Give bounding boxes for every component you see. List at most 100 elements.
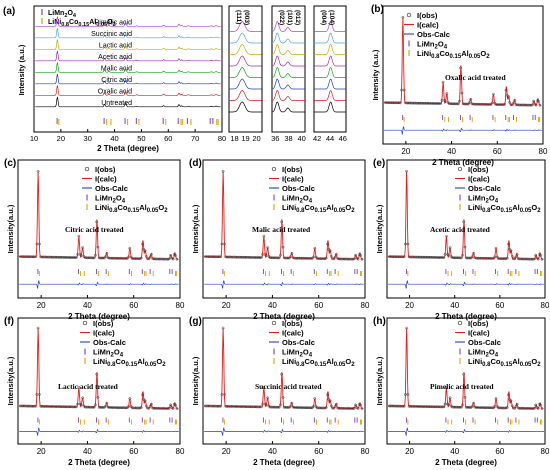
- obs-point: [81, 246, 85, 249]
- obs-point: [313, 246, 317, 250]
- obs-point: [387, 101, 391, 105]
- obs-point: [392, 101, 396, 105]
- obs-point: [34, 404, 37, 408]
- x-tick-label: 60: [314, 301, 323, 310]
- panel-e: (e) 20 40 60 80 2 Theta (degree) Intensity(a.u…: [373, 158, 550, 321]
- xrd-pattern: [35, 62, 221, 73]
- obs-point: [483, 102, 486, 106]
- obs-point: [507, 95, 510, 98]
- obs-point: [487, 406, 490, 410]
- obs-point: [341, 406, 345, 410]
- obs-point: [290, 251, 294, 255]
- formula-part: 2: [537, 362, 541, 368]
- obs-point: [53, 255, 57, 259]
- obs-point: [205, 404, 208, 408]
- obs-point: [171, 407, 175, 410]
- obs-point: [207, 404, 211, 408]
- formula-part: 0.8: [296, 208, 305, 214]
- formula-part: LiMn: [282, 348, 300, 357]
- inset-tick-label: 18: [230, 134, 238, 143]
- obs-point: [153, 406, 157, 410]
- obs-point: [272, 256, 276, 260]
- legend-diff: Obs-Calc: [95, 184, 128, 193]
- obs-point: [310, 406, 314, 410]
- obs-point: [482, 406, 485, 409]
- hkl-label: (111): [235, 10, 242, 24]
- obs-point: [340, 406, 343, 410]
- obs-point: [50, 255, 54, 259]
- obs-point: [343, 407, 347, 410]
- formula-part: O: [489, 348, 495, 357]
- obs-point: [143, 399, 147, 403]
- obs-point: [161, 257, 165, 261]
- treatment-label: Malic acid treated: [252, 225, 311, 234]
- obs-point: [454, 256, 458, 260]
- obs-point: [80, 403, 83, 407]
- treatment-label: Lactic acid treated: [58, 382, 119, 391]
- y-axis-label: Intensity(a.u.): [191, 356, 200, 405]
- obs-point: [510, 103, 514, 107]
- obs-point: [29, 404, 32, 408]
- obs-point: [448, 246, 452, 249]
- obs-point: [116, 406, 120, 410]
- obs-point: [225, 255, 229, 259]
- obs-point: [391, 255, 395, 259]
- obs-point: [537, 100, 541, 103]
- obs-point: [509, 399, 513, 403]
- hkl-label: (022): [278, 10, 285, 25]
- obs-point: [309, 406, 313, 410]
- obs-point: [59, 255, 63, 259]
- obs-point: [360, 407, 364, 410]
- obs-point: [337, 406, 341, 410]
- obs-point: [476, 102, 480, 106]
- obs-point: [515, 103, 519, 107]
- obs-point: [352, 406, 356, 410]
- obs-point: [233, 405, 236, 408]
- formula-part: 4: [495, 353, 499, 359]
- obs-point: [445, 92, 449, 95]
- obs-point: [211, 404, 215, 408]
- obs-point: [141, 242, 144, 246]
- obs-point: [169, 253, 172, 257]
- obs-point: [510, 404, 514, 408]
- obs-point: [502, 406, 505, 410]
- obs-point: [136, 406, 139, 410]
- obs-point: [354, 403, 357, 407]
- obs-point: [332, 257, 336, 261]
- obs-point: [425, 101, 429, 105]
- formula-part: O: [438, 40, 444, 49]
- obs-point: [279, 403, 282, 407]
- obs-point: [346, 407, 350, 410]
- obs-point: [497, 103, 500, 106]
- legend-nca: LiNi0.8Co0.15Al0.05O2: [282, 357, 355, 368]
- inset-tick-label: 20: [252, 134, 260, 143]
- obs-point: [483, 256, 487, 260]
- obs-point: [533, 257, 536, 261]
- panel-a-frame: [33, 5, 223, 133]
- obs-point: [350, 257, 354, 261]
- obs-point: [290, 401, 294, 405]
- obs-point: [220, 393, 224, 396]
- obs-point: [442, 256, 446, 259]
- obs-point: [298, 256, 301, 260]
- obs-point: [321, 257, 324, 260]
- obs-point: [49, 255, 53, 259]
- obs-point: [460, 91, 464, 95]
- series-label: Succinic acid: [91, 31, 132, 38]
- inset-pattern: [229, 55, 262, 67]
- formula-part: LiNi: [282, 203, 296, 212]
- formula-part: 0.05: [147, 208, 159, 214]
- obs-point: [324, 256, 328, 260]
- obs-point: [443, 402, 447, 406]
- obs-point: [73, 405, 77, 409]
- obs-point: [397, 255, 401, 259]
- obs-point: [389, 404, 392, 408]
- obs-point: [150, 402, 153, 406]
- obs-point: [106, 256, 110, 260]
- obs-point: [505, 406, 509, 409]
- obs-point: [26, 255, 30, 259]
- obs-point: [95, 220, 99, 224]
- obs-point: [503, 102, 507, 106]
- obs-point: [128, 246, 132, 250]
- legend-limn: LiMn2O4: [93, 348, 124, 359]
